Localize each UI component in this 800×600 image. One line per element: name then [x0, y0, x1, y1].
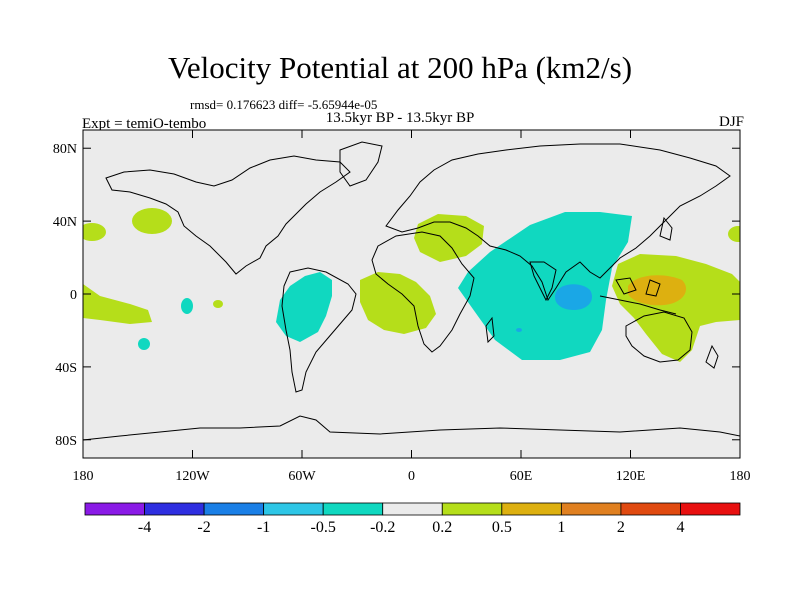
y-tick-label: 40N [53, 215, 77, 230]
coast-antarctica [83, 415, 740, 441]
x-tick-label: 120W [175, 469, 210, 484]
colorbar-label: -2 [197, 519, 210, 536]
colorbar-swatch [680, 502, 741, 516]
colorbar-label: 4 [676, 519, 684, 536]
x-tick-label: 60W [288, 469, 316, 484]
contour-region-small-fleck [516, 328, 522, 332]
colorbar-swatch [144, 502, 205, 516]
coast-indonesia [599, 277, 677, 315]
colorbar-swatch [382, 502, 443, 516]
coast-north-america [105, 155, 351, 275]
x-tick-label: 120E [616, 469, 646, 484]
y-tick-label: 40S [55, 361, 77, 376]
coast-greenland [339, 141, 383, 187]
x-tick-label: 180 [730, 469, 751, 484]
colorbar-swatch [322, 502, 384, 516]
chart-subtitle: 13.5kyr BP - 13.5kyr BP [325, 110, 475, 126]
coastlines [83, 141, 740, 441]
coast-africa [371, 231, 475, 353]
colorbar-label: -4 [138, 519, 151, 536]
coast-eurasia [385, 143, 731, 302]
colorbar-swatch [203, 502, 265, 516]
coast-new-zealand [705, 344, 719, 369]
contour-region-mediterranean [414, 214, 484, 262]
contour-region-north-pacific [132, 208, 172, 234]
colorbar-swatch [501, 502, 562, 516]
chart-title: Velocity Potential at 200 hPa (km2/s) [167, 50, 633, 85]
coast-india [529, 261, 557, 302]
colorbar: -4 -2 -1 -0.5 -0.2 0.2 0.5 1 2 4 [84, 502, 741, 536]
colorbar-label: -0.5 [311, 519, 336, 536]
coast-australia [625, 311, 693, 363]
x-tick-label: 60E [510, 469, 533, 484]
coast-madagascar [485, 316, 495, 344]
y-tick-label: 80S [55, 434, 77, 449]
season-label: DJF [718, 114, 744, 130]
contour-region-south-america [276, 272, 332, 342]
y-tick-label: 0 [70, 288, 77, 303]
x-axis: 180 120W 60W 0 60E 120E 180 [73, 130, 751, 484]
colorbar-label: 1 [557, 519, 565, 536]
contour-region-east-pacific [83, 284, 152, 324]
colorbar-swatch [263, 502, 324, 516]
colorbar-label: 2 [617, 519, 625, 536]
contour-region-east-edge [728, 226, 740, 242]
x-tick-label: 180 [73, 469, 94, 484]
x-tick-label: 0 [408, 469, 415, 484]
statistics-text: rmsd= 0.176623 diff= -5.65944e-05 [190, 97, 378, 112]
contour-region-maritime-maximum [628, 275, 686, 306]
colorbar-swatch [441, 502, 503, 516]
colorbar-label: -0.2 [370, 519, 395, 536]
colorbar-swatch [560, 502, 622, 516]
contour-region-west-edge [83, 223, 106, 241]
coast-south-america [281, 267, 357, 393]
y-axis: 80N 40N 0 40S 80S [53, 142, 740, 449]
contour-region-small-blob-3 [138, 338, 150, 350]
contour-region-bengal-minimum [554, 284, 593, 310]
colorbar-label: 0.2 [432, 519, 452, 536]
contour-region-small-blob-1 [213, 300, 223, 308]
colorbar-label: 0.5 [492, 519, 512, 536]
coast-japan [659, 216, 673, 241]
colorbar-swatch [84, 502, 145, 516]
colorbar-label: -1 [257, 519, 270, 536]
colorbar-swatch [620, 502, 681, 516]
contour-region-small-blob-2 [181, 298, 193, 314]
experiment-label: Expt = temiO-tembo [82, 116, 207, 132]
y-tick-label: 80N [53, 142, 77, 157]
